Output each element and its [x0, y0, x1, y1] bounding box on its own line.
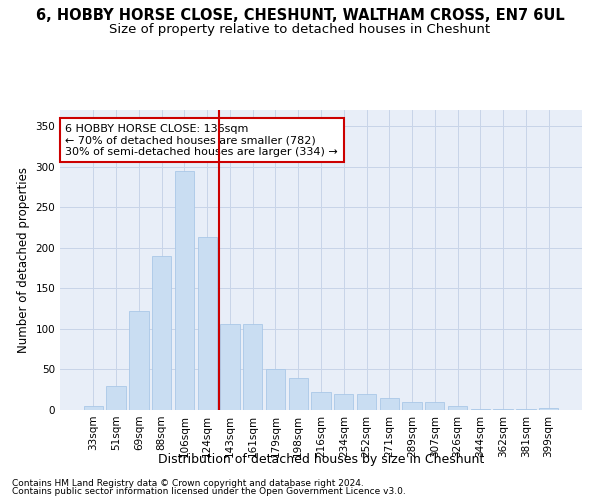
- Bar: [357, 394, 376, 410]
- Bar: [129, 311, 149, 410]
- Text: 6 HOBBY HORSE CLOSE: 136sqm
← 70% of detached houses are smaller (782)
30% of se: 6 HOBBY HORSE CLOSE: 136sqm ← 70% of det…: [65, 124, 338, 156]
- Bar: [470, 409, 490, 410]
- Y-axis label: Number of detached properties: Number of detached properties: [17, 167, 30, 353]
- Bar: [334, 394, 353, 410]
- Text: Size of property relative to detached houses in Cheshunt: Size of property relative to detached ho…: [109, 22, 491, 36]
- Bar: [311, 392, 331, 410]
- Bar: [493, 409, 513, 410]
- Bar: [425, 402, 445, 410]
- Bar: [516, 409, 536, 410]
- Bar: [266, 370, 285, 410]
- Bar: [175, 171, 194, 410]
- Bar: [380, 398, 399, 410]
- Bar: [220, 324, 239, 410]
- Bar: [243, 324, 262, 410]
- Bar: [84, 406, 103, 410]
- Bar: [197, 238, 217, 410]
- Bar: [448, 406, 467, 410]
- Text: Distribution of detached houses by size in Cheshunt: Distribution of detached houses by size …: [158, 452, 484, 466]
- Bar: [152, 256, 172, 410]
- Text: 6, HOBBY HORSE CLOSE, CHESHUNT, WALTHAM CROSS, EN7 6UL: 6, HOBBY HORSE CLOSE, CHESHUNT, WALTHAM …: [35, 8, 565, 22]
- Text: Contains public sector information licensed under the Open Government Licence v3: Contains public sector information licen…: [12, 487, 406, 496]
- Text: Contains HM Land Registry data © Crown copyright and database right 2024.: Contains HM Land Registry data © Crown c…: [12, 478, 364, 488]
- Bar: [539, 408, 558, 410]
- Bar: [403, 402, 422, 410]
- Bar: [289, 378, 308, 410]
- Bar: [106, 386, 126, 410]
